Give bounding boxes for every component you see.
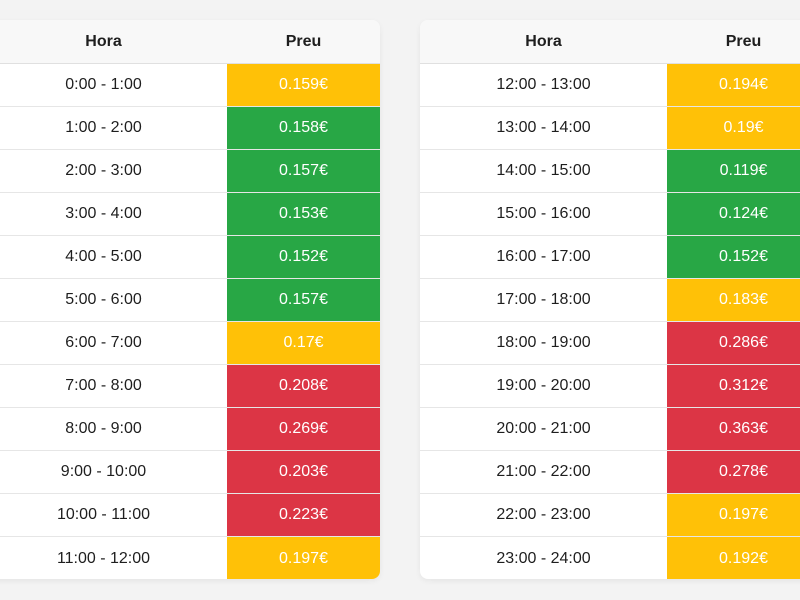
hour-cell: 23:00 - 24:00: [496, 549, 591, 567]
table-row: 16:00 - 17:00 0.152€: [420, 236, 800, 279]
hour-cell: 7:00 - 8:00: [65, 377, 142, 394]
table-row: 10:00 - 11:00 0.223€: [0, 494, 380, 537]
hour-cell: 11:00 - 12:00: [56, 549, 151, 567]
price-cell: 0.119€: [667, 150, 800, 192]
table-row: 14:00 - 15:00 0.119€: [420, 150, 800, 193]
price-cell: 0.208€: [227, 365, 380, 407]
hour-cell: 12:00 - 13:00: [496, 76, 591, 93]
hour-cell: 17:00 - 18:00: [496, 291, 591, 308]
hour-cell: 20:00 - 21:00: [496, 420, 591, 437]
price-cell: 0.153€: [227, 193, 380, 235]
table-row: 20:00 - 21:00 0.363€: [420, 408, 800, 451]
hour-cell: 15:00 - 16:00: [496, 205, 591, 222]
price-cell: 0.183€: [667, 279, 800, 321]
table-row: 17:00 - 18:00 0.183€: [420, 279, 800, 322]
table-row: 2:00 - 3:00 0.157€: [0, 150, 380, 193]
price-cell: 0.157€: [227, 279, 380, 321]
table-header: Hora Preu: [420, 20, 800, 64]
hour-cell: 2:00 - 3:00: [65, 162, 142, 179]
table-row: 19:00 - 20:00 0.312€: [420, 365, 800, 408]
price-table-left: Hora Preu 0:00 - 1:00 0.159€ 1:00 - 2:00 0.…: [0, 20, 380, 579]
hour-cell: 19:00 - 20:00: [496, 377, 591, 394]
table-row: 13:00 - 14:00 0.19€: [420, 107, 800, 150]
table-body: 12:00 - 13:00 0.194€ 13:00 - 14:00 0.19€ 14:…: [420, 64, 800, 579]
hour-cell: 9:00 - 10:00: [60, 463, 147, 480]
price-cell: 0.194€: [667, 64, 800, 106]
price-cell: 0.223€: [227, 494, 380, 536]
price-cell: 0.312€: [667, 365, 800, 407]
table-row: 21:00 - 22:00 0.278€: [420, 451, 800, 494]
table-row: 1:00 - 2:00 0.158€: [0, 107, 380, 150]
header-preu: Preu: [667, 20, 800, 63]
header-hora: Hora: [420, 20, 667, 63]
hour-cell: 1:00 - 2:00: [65, 119, 142, 136]
hour-cell: 6:00 - 7:00: [65, 334, 142, 351]
table-row: 22:00 - 23:00 0.197€: [420, 494, 800, 537]
hour-cell: 3:00 - 4:00: [65, 205, 142, 222]
table-row: 0:00 - 1:00 0.159€: [0, 64, 380, 107]
table-row: 3:00 - 4:00 0.153€: [0, 193, 380, 236]
hour-cell: 16:00 - 17:00: [496, 248, 591, 265]
hour-cell: 22:00 - 23:00: [496, 506, 591, 523]
hour-cell: 4:00 - 5:00: [65, 248, 142, 265]
price-cell: 0.197€: [667, 494, 800, 536]
hour-cell: 13:00 - 14:00: [496, 119, 591, 136]
table-row: 11:00 - 12:00 0.197€: [0, 537, 380, 579]
price-cell: 0.203€: [227, 451, 380, 493]
hour-cell: 14:00 - 15:00: [496, 162, 591, 179]
price-cell: 0.157€: [227, 150, 380, 192]
table-body: 0:00 - 1:00 0.159€ 1:00 - 2:00 0.158€ 2:00 -…: [0, 64, 380, 579]
table-header: Hora Preu: [0, 20, 380, 64]
table-row: 7:00 - 8:00 0.208€: [0, 365, 380, 408]
hour-cell: 10:00 - 11:00: [56, 506, 151, 523]
table-row: 18:00 - 19:00 0.286€: [420, 322, 800, 365]
price-cell: 0.159€: [227, 64, 380, 106]
price-cell: 0.269€: [227, 408, 380, 450]
hour-cell: 8:00 - 9:00: [65, 420, 142, 437]
price-cell: 0.286€: [667, 322, 800, 364]
table-row: 4:00 - 5:00 0.152€: [0, 236, 380, 279]
hour-cell: 18:00 - 19:00: [496, 334, 591, 351]
table-row: 5:00 - 6:00 0.157€: [0, 279, 380, 322]
hour-cell: 5:00 - 6:00: [65, 291, 142, 308]
table-row: 9:00 - 10:00 0.203€: [0, 451, 380, 494]
hour-cell: 21:00 - 22:00: [496, 463, 591, 480]
table-row: 15:00 - 16:00 0.124€: [420, 193, 800, 236]
header-preu: Preu: [227, 20, 380, 63]
header-hora: Hora: [0, 20, 227, 63]
price-cell: 0.152€: [227, 236, 380, 278]
price-cell: 0.197€: [227, 537, 380, 579]
price-cell: 0.278€: [667, 451, 800, 493]
table-row: 6:00 - 7:00 0.17€: [0, 322, 380, 365]
price-table-right: Hora Preu 12:00 - 13:00 0.194€ 13:00 - 14:…: [420, 20, 800, 579]
table-row: 8:00 - 9:00 0.269€: [0, 408, 380, 451]
price-cell: 0.152€: [667, 236, 800, 278]
price-cell: 0.19€: [667, 107, 800, 149]
price-cell: 0.363€: [667, 408, 800, 450]
price-cell: 0.17€: [227, 322, 380, 364]
table-row: 12:00 - 13:00 0.194€: [420, 64, 800, 107]
hour-cell: 0:00 - 1:00: [65, 76, 142, 93]
price-cell: 0.192€: [667, 537, 800, 579]
price-cell: 0.124€: [667, 193, 800, 235]
table-row: 23:00 - 24:00 0.192€: [420, 537, 800, 579]
price-cell: 0.158€: [227, 107, 380, 149]
